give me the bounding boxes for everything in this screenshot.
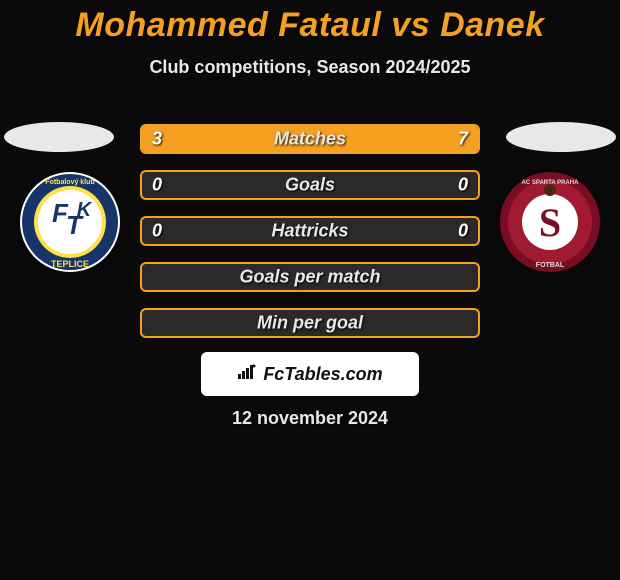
svg-text:K: K bbox=[77, 199, 93, 221]
brand-logo-box: FcTables.com bbox=[201, 352, 419, 396]
svg-text:TEPLICE: TEPLICE bbox=[51, 259, 89, 269]
svg-text:FOTBAL: FOTBAL bbox=[536, 262, 565, 269]
stat-label: Goals per match bbox=[142, 267, 478, 288]
stat-bar: Min per goal bbox=[140, 308, 480, 338]
team-crest-right: AC SPARTA PRAHA FOTBAL S bbox=[500, 172, 600, 272]
stats-bars: 37Matches 00Goals 00Hattricks Goals per mat… bbox=[140, 124, 480, 354]
stat-label: Min per goal bbox=[142, 313, 478, 334]
svg-text:Fotbalový klub: Fotbalový klub bbox=[45, 179, 94, 186]
player-face-right bbox=[506, 122, 616, 152]
chart-icon bbox=[237, 364, 257, 385]
svg-text:S: S bbox=[539, 200, 561, 245]
comparison-subtitle: Club competitions, Season 2024/2025 bbox=[0, 57, 620, 78]
stat-label: Hattricks bbox=[142, 221, 478, 242]
comparison-date: 12 november 2024 bbox=[0, 408, 620, 429]
teplice-crest-icon: Fotbalový klub TEPLICE F T K bbox=[20, 172, 120, 272]
stat-bar: 00Goals bbox=[140, 170, 480, 200]
stat-bar: 00Hattricks bbox=[140, 216, 480, 246]
team-crest-left: Fotbalový klub TEPLICE F T K bbox=[20, 172, 120, 272]
brand-name: FcTables.com bbox=[263, 364, 382, 385]
stat-bar: 37Matches bbox=[140, 124, 480, 154]
stat-label: Goals bbox=[142, 175, 478, 196]
sparta-crest-icon: AC SPARTA PRAHA FOTBAL S bbox=[500, 172, 600, 272]
stat-label: Matches bbox=[142, 129, 478, 150]
stat-bar: Goals per match bbox=[140, 262, 480, 292]
player-face-left bbox=[4, 122, 114, 152]
comparison-title: Mohammed Fataul vs Danek bbox=[0, 0, 620, 45]
